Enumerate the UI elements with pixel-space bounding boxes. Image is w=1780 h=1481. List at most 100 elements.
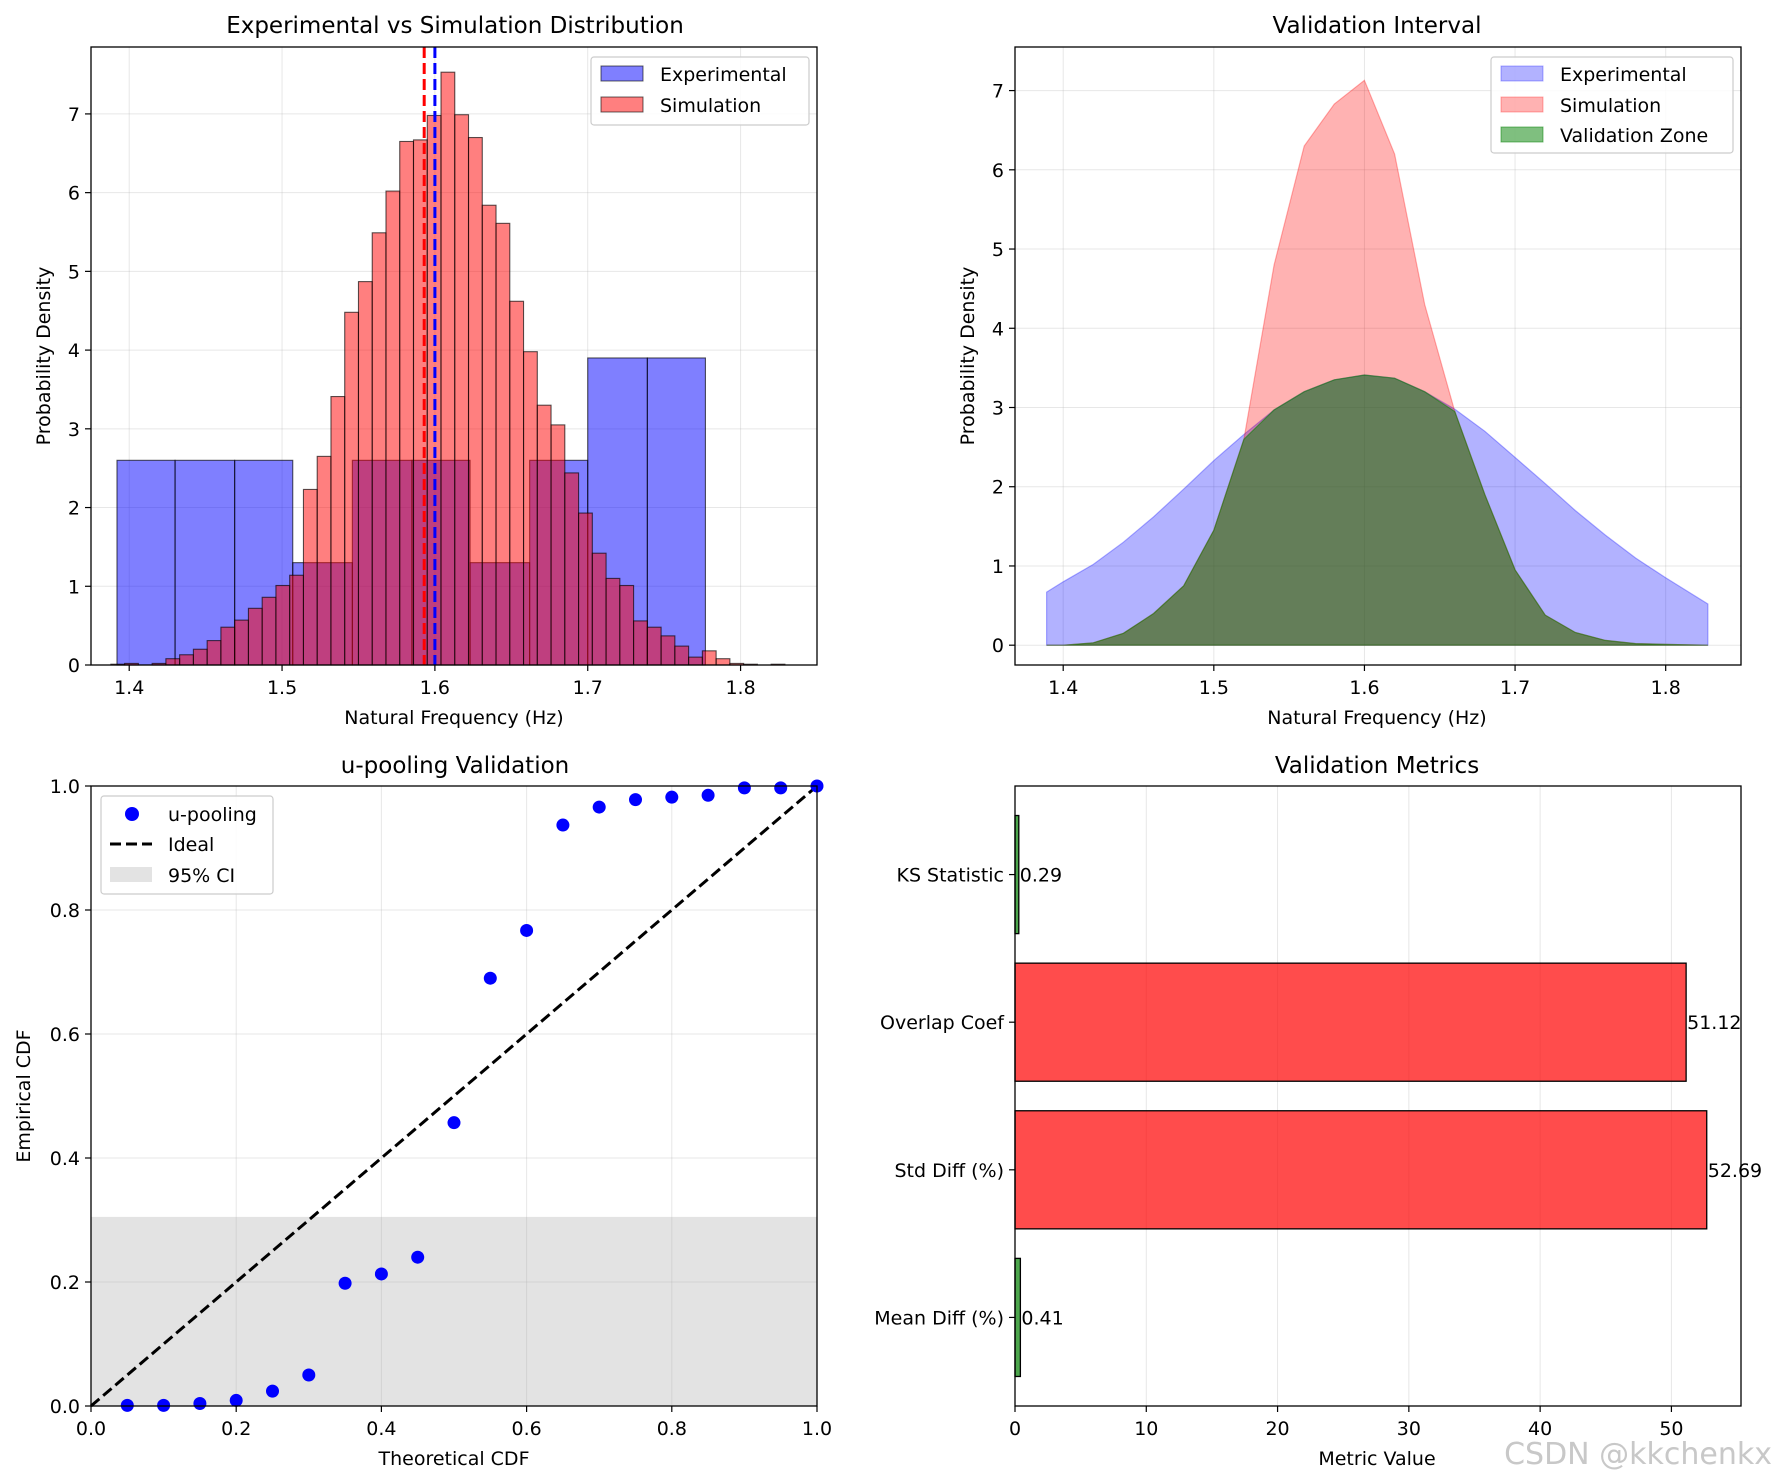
y-tick-label: 5 [68,261,80,283]
simulation-bar [467,136,483,666]
simulation-bar [316,455,332,666]
simulation-bar [715,658,731,666]
u-pooling-point [302,1368,316,1382]
metrics-grid [1014,786,1672,1406]
x-tick-label: 0.6 [511,1418,541,1440]
x-tick-label: 0.0 [76,1418,106,1440]
simulation-bar [234,619,249,666]
u-pooling-ylabel: Empirical CDF [13,1029,35,1162]
u-pooling-panel: u-pooling Validation 0.0 0.2 0.4 0.6 0.8 1.0 0… [13,753,832,1470]
x-tick-label: 1.8 [1651,677,1681,699]
simulation-bar [330,395,346,666]
value-label: 0.41 [1021,1307,1063,1329]
interval-legend: Experimental Simulation Validation Zone [1490,56,1734,154]
u-pooling-point [411,1250,425,1264]
value-label: 51.12 [1687,1012,1741,1034]
x-tick-label: 30 [1397,1418,1421,1440]
simulation-bar [371,232,387,666]
simulation-bar [165,658,181,666]
category-label: Std Diff (%) [894,1160,1004,1182]
y-tick-label: 7 [68,104,80,126]
x-tick-label: 10 [1134,1418,1158,1440]
metrics-axes-frame [1014,785,1742,1407]
simulation-bar [591,552,607,666]
ci-band [91,1216,817,1406]
simulation-bar [247,607,263,666]
u-pooling-points [120,779,824,1412]
histogram-legend: Experimental Simulation [590,56,810,126]
u-pooling-ticks: 0.0 0.2 0.4 0.6 0.8 1.0 0.0 0.2 0.4 0.6 0.8 1.0 [50,776,832,1440]
simulation-bar [220,626,236,666]
simulation-bar [536,404,552,666]
u-pooling-point [520,923,534,937]
x-tick-label: 1.7 [573,677,603,699]
u-pooling-title: u-pooling Validation [341,753,569,779]
y-tick-label: 0.4 [50,1148,80,1170]
metrics-title: Validation Metrics [1275,753,1479,779]
x-tick-label: 0.4 [366,1418,396,1440]
histogram-ticks: 1.4 1.5 1.6 1.7 1.8 0 1 2 3 4 5 6 7 [68,104,756,699]
y-tick-label: 1 [68,576,80,598]
interval-title: Validation Interval [1273,13,1482,39]
metrics-xlabel: Metric Value [1318,1448,1435,1470]
x-tick-label: 40 [1528,1418,1552,1440]
simulation-bar [357,281,373,666]
u-pooling-point [483,971,497,985]
metric-bar-overlap-coef [1014,962,1687,1082]
y-tick-label: 4 [992,318,1004,340]
interval-areas [1046,79,1709,646]
legend-simulation-label: Simulation [1560,95,1661,117]
histogram-xlabel: Natural Frequency (Hz) [344,707,563,729]
simulation-bar [646,626,662,666]
simulation-bar [701,650,717,666]
y-tick-label: 2 [68,498,80,520]
y-tick-label: 5 [992,239,1004,261]
legend-experimental-label: Experimental [1560,64,1687,86]
x-tick-label: 1.4 [1048,677,1078,699]
u-pooling-point [229,1393,243,1407]
legend-validation-zone-label: Validation Zone [1560,125,1708,147]
histogram-panel: Experimental vs Simulation Distribution … [33,13,818,729]
category-label: KS Statistic [896,865,1004,887]
legend-experimental-label: Experimental [660,64,787,86]
legend-u-pooling-marker [125,807,139,821]
category-label: Overlap Coef [880,1012,1005,1034]
x-tick-label: 1.8 [725,677,755,699]
interval-xlabel: Natural Frequency (Hz) [1267,707,1486,729]
histogram-ylabel: Probability Density [33,267,55,446]
simulation-bar [509,300,525,666]
x-tick-label: 1.6 [1349,677,1379,699]
x-tick-label: 50 [1659,1418,1683,1440]
simulation-bar [275,584,291,666]
u-pooling-point [774,781,788,795]
y-tick-label: 1.0 [50,776,80,798]
simulation-bar [385,190,401,666]
u-pooling-axes-frame [90,785,818,1407]
x-tick-label: 1.5 [267,677,297,699]
x-tick-label: 20 [1265,1418,1289,1440]
u-pooling-point [737,781,751,795]
legend-ideal-label: Ideal [168,834,214,856]
y-tick-label: 7 [992,81,1004,103]
y-tick-label: 6 [992,160,1004,182]
simulation-bars [110,71,786,666]
y-tick-label: 0.2 [50,1272,80,1294]
category-label: Mean Diff (%) [874,1307,1004,1329]
x-tick-label: 0 [1009,1418,1021,1440]
legend-ci-swatch [110,867,152,882]
experimental-bar [646,357,706,666]
simulation-bar [605,577,621,666]
y-tick-label: 3 [992,398,1004,420]
validation-zone-area [1046,374,1708,646]
simulation-bar [179,654,194,666]
u-pooling-point [556,818,570,832]
simulation-bar [578,512,593,666]
interval-ticks: 1.4 1.5 1.6 1.7 1.8 0 1 2 3 4 5 6 7 [992,81,1681,699]
legend-validation-zone-swatch [1500,126,1544,143]
y-tick-label: 6 [68,183,80,205]
y-tick-label: 0.0 [50,1396,80,1418]
legend-simulation-swatch [1500,96,1544,113]
x-tick-label: 0.8 [657,1418,687,1440]
metric-bar-std-diff [1014,1110,1708,1230]
